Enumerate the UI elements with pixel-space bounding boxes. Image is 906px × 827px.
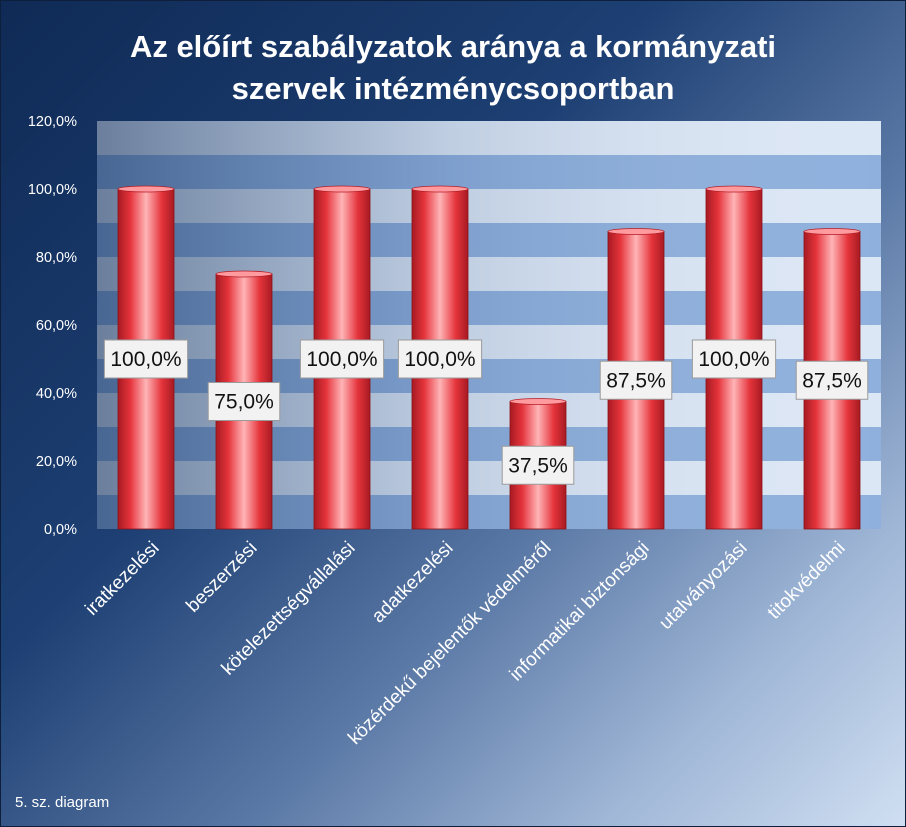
data-label-box	[599, 360, 673, 400]
data-label-box	[207, 382, 281, 421]
data-label: 100,0%	[691, 339, 777, 379]
data-label-box	[691, 339, 777, 379]
x-tick-label: beszerzési	[182, 538, 261, 617]
data-label-box	[501, 445, 575, 485]
y-tick-label: 100,0%	[28, 182, 77, 198]
plot-area-shade	[97, 121, 881, 529]
data-label-text: 87,5%	[606, 369, 666, 392]
data-label-box	[103, 339, 189, 379]
data-label-text: 100,0%	[404, 348, 475, 371]
y-tick-label: 40,0%	[36, 386, 77, 402]
data-label-text: 100,0%	[698, 348, 769, 371]
y-tick-label: 120,0%	[28, 114, 77, 130]
y-tick-label: 20,0%	[36, 454, 77, 470]
data-label: 87,5%	[599, 360, 673, 400]
y-axis-ticks: 0,0% 20,0% 40,0% 60,0% 80,0% 100,0% 120,0%	[28, 114, 77, 538]
y-tick-label: 80,0%	[36, 250, 77, 266]
data-label: 100,0%	[103, 339, 189, 379]
data-label-text: 100,0%	[110, 348, 181, 371]
bar-top	[117, 185, 175, 193]
bar-top	[803, 228, 861, 235]
data-label: 37,5%	[501, 445, 575, 485]
bar-top	[411, 185, 469, 193]
bar-top	[215, 270, 273, 278]
data-label: 75,0%	[207, 382, 281, 421]
chart-title-line-2: szervek intézménycsoportban	[232, 71, 675, 106]
y-tick-label: 0,0%	[44, 522, 77, 538]
bar-top	[509, 398, 567, 405]
data-label: 87,5%	[795, 360, 869, 400]
data-label-text: 37,5%	[508, 454, 568, 477]
x-tick-label: közérdekű bejelentők védelméről	[344, 538, 555, 749]
data-label-text: 87,5%	[802, 369, 862, 392]
data-label-box	[299, 339, 385, 379]
bar-top	[607, 228, 665, 235]
diagram-caption: 5. sz. diagram	[15, 794, 109, 811]
chart-title-line-1: Az előírt szabályzatok aránya a kormányz…	[130, 29, 776, 64]
data-label-text: 100,0%	[306, 348, 377, 371]
x-tick-label: utalványozási	[655, 538, 751, 634]
x-tick-label: titokvédelmi	[764, 538, 850, 624]
data-labels-group: 100,0% 75,0% 100,0% 100,0% 37,5% 87,5% 100,0% 8…	[103, 339, 869, 485]
x-tick-label: iratkezelési	[81, 538, 163, 620]
data-label-text: 75,0%	[214, 391, 274, 414]
data-label-box	[795, 360, 869, 400]
x-tick-label: adatkezelési	[368, 538, 458, 628]
y-tick-label: 60,0%	[36, 318, 77, 334]
bar-top	[705, 185, 763, 193]
x-axis-ticks: iratkezelési beszerzésikötelezettségválla…	[81, 538, 849, 749]
data-label: 100,0%	[299, 339, 385, 379]
data-label-box	[397, 339, 483, 379]
data-label: 100,0%	[397, 339, 483, 379]
bar-top	[313, 185, 371, 193]
